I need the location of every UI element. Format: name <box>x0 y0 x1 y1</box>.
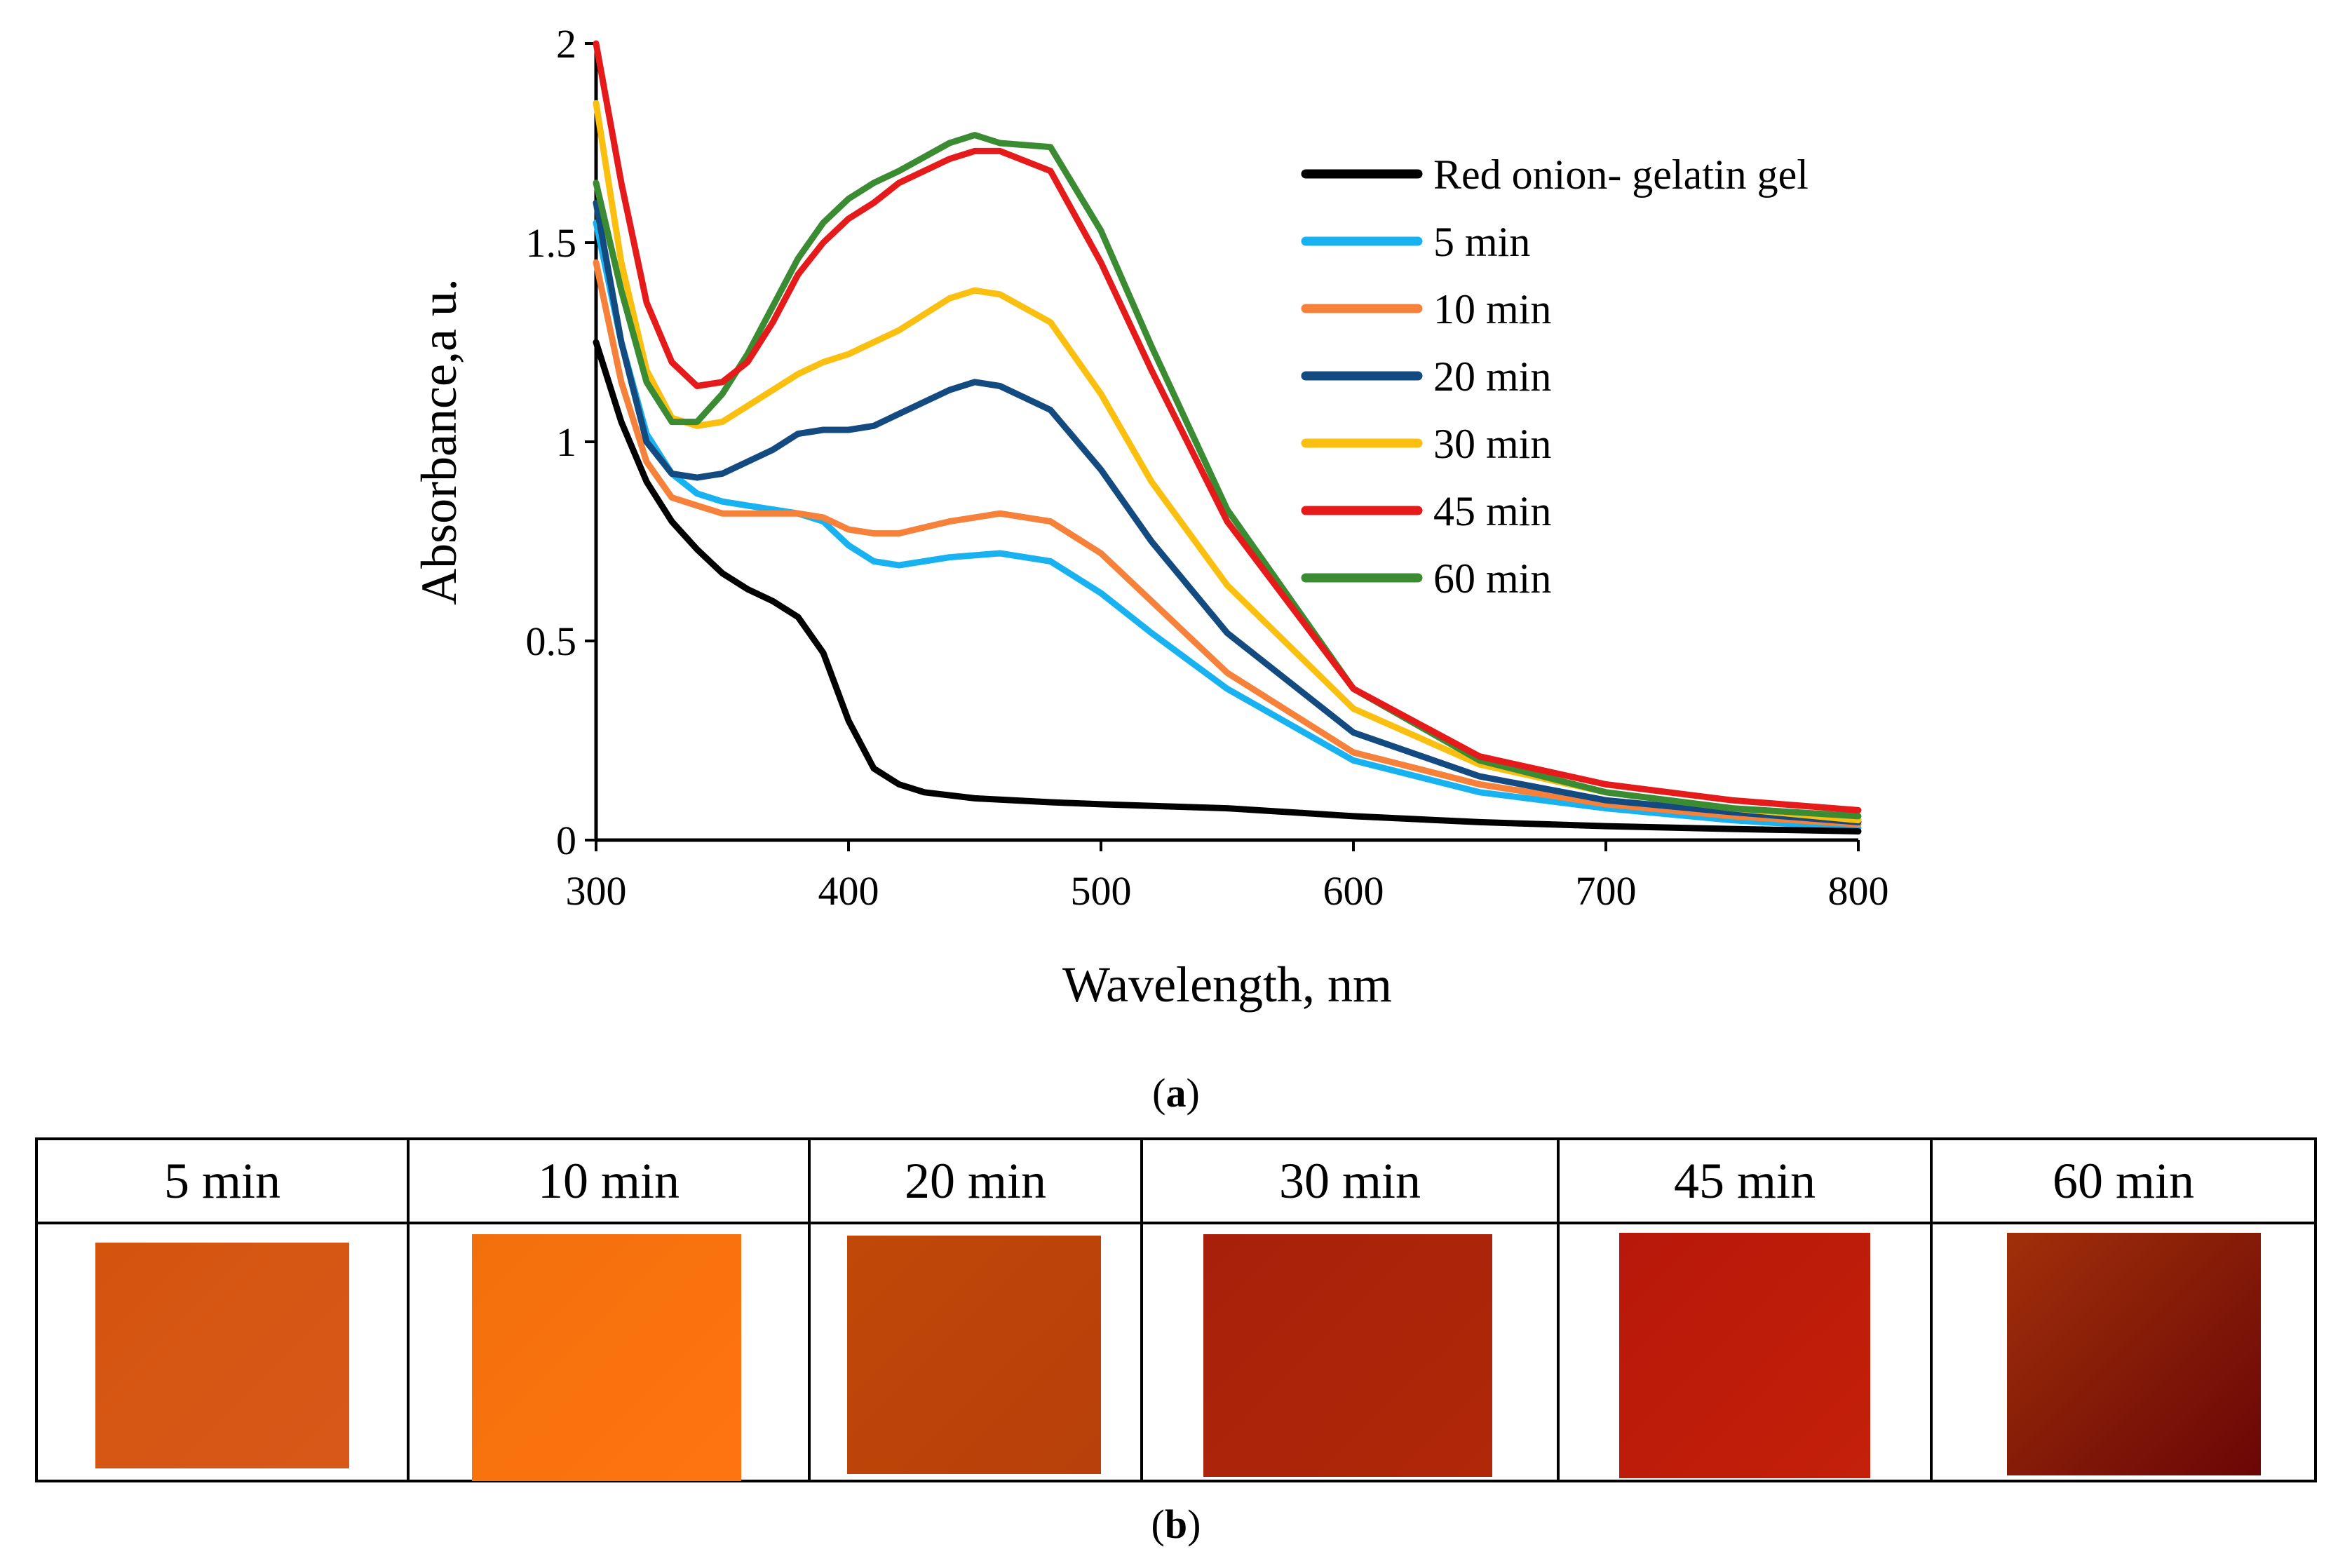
chart-axes: 300 400 500 600 700 800 0 0.5 1 1.5 2 <box>526 21 1889 914</box>
table-header-cell: 20 min <box>811 1140 1143 1222</box>
y-tick-label: 1 <box>556 419 576 465</box>
table-header-cell: 5 min <box>38 1140 410 1222</box>
color-swatch-image <box>95 1243 349 1468</box>
x-tick-label: 300 <box>566 868 627 914</box>
series-line-5 <box>593 40 1862 813</box>
legend-label: 45 min <box>1433 488 1551 534</box>
table-header-cell: 10 min <box>410 1140 811 1222</box>
table-header-cell: 45 min <box>1560 1140 1933 1222</box>
table-row-divider <box>38 1222 2314 1224</box>
swatch-table: 5 min 10 min 20 min 30 min 45 min 60 min <box>35 1137 2317 1482</box>
table-image-cell <box>1143 1222 1560 1480</box>
x-tick-label: 800 <box>1828 868 1889 914</box>
chart-series-group <box>593 40 1862 834</box>
chart-legend: Red onion- gelatin gel 5 min 10 min 20 min 3… <box>1301 151 1809 602</box>
table-image-cell <box>1560 1222 1933 1480</box>
series-line-0 <box>593 339 1862 834</box>
legend-label: 20 min <box>1433 353 1551 400</box>
color-swatch-image <box>472 1234 741 1481</box>
color-swatch-image <box>1619 1233 1870 1478</box>
x-axis-title: Wavelength, nm <box>1062 957 1392 1013</box>
x-tick-label: 500 <box>1071 868 1132 914</box>
legend-label: 60 min <box>1433 555 1551 602</box>
legend-label: 5 min <box>1433 219 1530 265</box>
series-line-4 <box>593 100 1862 824</box>
absorbance-chart: 300 400 500 600 700 800 0 0.5 1 1.5 2 Red onion- g… <box>411 21 1889 1013</box>
caption-b: (b) <box>1151 1501 1201 1547</box>
y-tick-label: 0 <box>556 818 576 863</box>
table-image-cell <box>38 1222 410 1480</box>
table-image-cell <box>410 1222 811 1481</box>
y-tick-label: 2 <box>556 21 576 67</box>
legend-label: 10 min <box>1433 286 1551 332</box>
x-tick-label: 400 <box>818 868 879 914</box>
x-tick-label: 700 <box>1576 868 1637 914</box>
caption-a-letter: a <box>1165 1070 1187 1116</box>
color-swatch-image <box>847 1236 1101 1474</box>
series-line-6 <box>593 132 1862 820</box>
table-header-cell: 60 min <box>2052 1152 2194 1209</box>
color-swatch-image <box>1203 1234 1492 1477</box>
y-axis-title: Absorbance,a u. <box>411 278 467 605</box>
series-line-3 <box>593 199 1862 825</box>
table-header-cell: 30 min <box>1143 1140 1560 1222</box>
legend-label: 30 min <box>1433 421 1551 467</box>
color-swatch-image <box>2007 1233 2261 1475</box>
series-line-2 <box>593 259 1862 827</box>
table-image-cell <box>811 1222 1143 1480</box>
caption-b-letter: b <box>1164 1501 1188 1547</box>
x-tick-label: 600 <box>1323 868 1384 914</box>
caption-a: (a) <box>1152 1070 1200 1116</box>
y-tick-label: 1.5 <box>526 220 577 266</box>
table-image-cell <box>1933 1222 2314 1480</box>
y-tick-label: 0.5 <box>526 619 577 664</box>
legend-label: Red onion- gelatin gel <box>1433 151 1809 198</box>
series-line-1 <box>593 219 1862 832</box>
